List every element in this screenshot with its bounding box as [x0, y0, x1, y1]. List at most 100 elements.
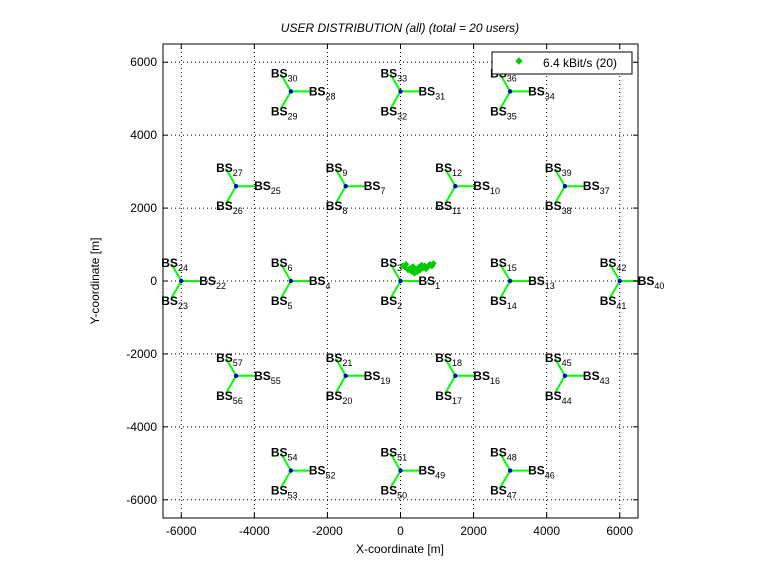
site-center-marker: [288, 468, 294, 473]
site-center-marker: [398, 468, 403, 473]
base-station-label: BS26: [216, 199, 243, 216]
sector-antenna: [389, 452, 402, 472]
base-station-label: BS10: [473, 179, 500, 196]
sector-antenna: [499, 90, 511, 110]
sector-antenna: [280, 452, 292, 472]
base-station-label: BS11: [435, 199, 461, 216]
x-tick-label: -2000: [312, 524, 343, 538]
sector-antenna: [225, 168, 237, 187]
x-tick-label: 0: [397, 524, 404, 538]
x-axis-label: X-coordinate [m]: [356, 542, 444, 556]
base-station-label: BS9: [326, 161, 348, 178]
sector-antenna: [334, 185, 347, 205]
sector-antenna: [225, 375, 237, 394]
sector-antenna: [389, 73, 402, 92]
base-station-site: BS49 BS50 BS51: [381, 446, 446, 501]
base-station-label: BS28: [309, 84, 336, 101]
base-station-label: BS14: [490, 294, 517, 311]
base-station-label: BS43: [583, 369, 610, 386]
base-station-label: BS29: [271, 104, 298, 121]
base-station-label: BS50: [381, 484, 408, 501]
base-station-label: BS32: [381, 104, 408, 121]
site-center-marker: [562, 373, 568, 378]
sector-antenna: [334, 357, 347, 377]
base-station-label: BS22: [199, 274, 226, 291]
base-station-label: BS16: [473, 369, 500, 386]
y-tick-label: -4000: [126, 420, 157, 434]
sector-antenna: [499, 73, 511, 92]
base-station-label: BS37: [583, 179, 610, 196]
user-point: [402, 260, 410, 268]
sector-antenna: [608, 263, 621, 282]
user-points: [399, 260, 437, 277]
site-center-marker: [288, 278, 294, 284]
sector-antenna: [280, 90, 292, 110]
base-station-label: BS40: [638, 274, 665, 291]
sector-antenna: [170, 263, 183, 282]
legend-box: [491, 51, 633, 75]
site-center-marker: [562, 184, 568, 189]
sector-antenna: [499, 263, 511, 282]
site-center-marker: [507, 278, 513, 284]
base-station-label: BS13: [528, 274, 555, 291]
base-station-label: BS15: [490, 256, 517, 273]
base-station-label: BS27: [216, 161, 243, 178]
base-station-label: BS7: [364, 179, 386, 196]
x-tick-label: 2000: [460, 524, 487, 538]
base-station-label: BS3: [381, 256, 403, 273]
site-center-marker: [398, 89, 403, 94]
site-center-marker: [233, 373, 239, 378]
base-station-site: BS25 BS26 BS27: [216, 161, 281, 216]
sector-antenna: [389, 470, 402, 489]
x-tick-label: -4000: [239, 524, 270, 538]
base-station-site: BS22 BS23 BS24: [161, 256, 226, 311]
site-center-marker: [453, 373, 458, 378]
base-station-sites: BS1BS2BS3BS4BS5BS6BS7BS8BS9BS10BS11BS12B…: [161, 66, 664, 500]
base-station-label: BS18: [435, 351, 462, 368]
site-center-marker: [233, 184, 239, 189]
base-station-label: BS52: [309, 464, 336, 481]
sector-antenna: [499, 452, 511, 472]
base-station-label: BS42: [600, 256, 627, 273]
base-station-label: BS1: [419, 274, 441, 291]
base-station-label: BS8: [326, 199, 348, 216]
y-tick-label: 0: [150, 274, 157, 288]
site-center-marker: [398, 278, 403, 284]
base-station-label: BS21: [326, 351, 353, 368]
sector-antenna: [499, 470, 511, 489]
base-station-site: BS31 BS32 BS33: [381, 66, 446, 121]
base-station-label: BS57: [216, 351, 243, 368]
base-station-label: BS24: [161, 256, 188, 273]
base-station-label: BS19: [364, 369, 391, 386]
sector-antenna: [280, 470, 292, 489]
base-station-label: BS17: [435, 389, 462, 406]
sector-antenna: [334, 168, 347, 187]
base-station-label: BS23: [161, 294, 188, 311]
base-station-site: BS7 BS8 BS9: [326, 161, 386, 216]
base-station-site: BS16 BS17 BS18: [435, 351, 500, 406]
site-center-marker: [343, 373, 348, 378]
base-station-label: BS5: [271, 294, 293, 311]
user-point: [408, 268, 415, 275]
y-tick-label: 2000: [130, 201, 157, 215]
base-station-label: BS34: [528, 84, 555, 101]
base-station-site: BS55 BS56 BS57: [216, 351, 281, 406]
base-station-label: BS48: [490, 446, 517, 463]
x-tick-label: 6000: [606, 524, 633, 538]
base-station-site: BS10 BS11 BS12: [435, 161, 500, 216]
base-station-label: BS25: [254, 179, 281, 196]
legend-entry-label: 6.4 kBit/s (20): [543, 56, 617, 70]
sector-antenna: [225, 357, 237, 377]
y-tick-label: -2000: [126, 347, 157, 361]
base-station-label: BS55: [254, 369, 281, 386]
sector-antenna: [389, 280, 402, 299]
site-center-marker: [179, 278, 184, 284]
base-station-label: BS56: [216, 389, 243, 406]
base-station-site: BS52 BS53 BS54: [271, 446, 336, 501]
site-center-marker: [288, 89, 294, 94]
site-center-marker: [617, 278, 622, 284]
sector-antenna: [554, 357, 566, 377]
legend: 6.4 kBit/s (20): [491, 51, 633, 75]
y-tick-label: 6000: [130, 55, 157, 69]
base-station-label: BS53: [271, 484, 298, 501]
